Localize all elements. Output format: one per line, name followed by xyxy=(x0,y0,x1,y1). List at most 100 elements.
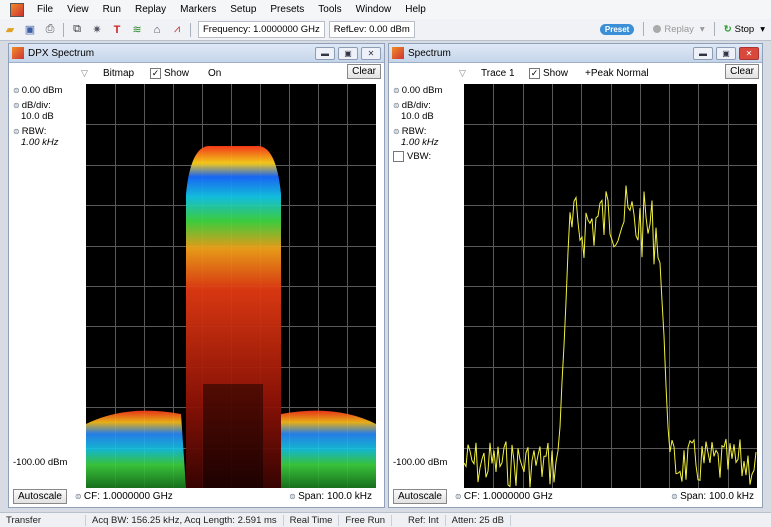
dpx-clear-button[interactable]: Clear xyxy=(347,64,381,79)
minimize-button[interactable]: ▬ xyxy=(315,46,335,60)
menu-tools[interactable]: Tools xyxy=(318,4,342,15)
markers-icon[interactable]: ⩘ xyxy=(173,23,181,35)
replay-button[interactable]: Replay xyxy=(653,24,694,35)
dpx-rbw[interactable]: ⊜ RBW: 1.00 kHz xyxy=(13,126,59,148)
minimize-button[interactable]: ▬ xyxy=(693,46,713,60)
dpx-cf-value: CF: 1.0000000 GHz xyxy=(83,490,173,502)
adjust-icon: ⊜ xyxy=(393,101,400,110)
adjust-icon: ⊜ xyxy=(289,491,299,501)
toolbar-separator xyxy=(63,22,64,37)
chevron-down-icon[interactable]: ▽ xyxy=(459,67,466,78)
spectrum-trace-plot[interactable] xyxy=(463,84,757,488)
dpx-bitmap-graphic xyxy=(86,84,376,488)
menu-bar: File View Run Replay Markers Setup Prese… xyxy=(0,0,771,19)
maximize-button[interactable]: ▣ xyxy=(338,46,358,60)
spectrum-clear-button[interactable]: Clear xyxy=(725,64,759,79)
close-button[interactable]: ✕ xyxy=(739,46,759,60)
menu-replay[interactable]: Replay xyxy=(134,4,167,15)
spectrum-ref-level[interactable]: ⊜ 0.00 dBm xyxy=(393,85,442,96)
dpx-ref-level[interactable]: ⊜ 0.00 dBm xyxy=(13,85,62,96)
stop-button[interactable]: ↻ Stop xyxy=(724,24,755,35)
spectrum-cf[interactable]: ⊜ CF: 1.0000000 GHz xyxy=(455,491,553,502)
spectrum-window: Spectrum ▬ ▣ ✕ ▽ Trace 1 ✓ Show +Peak No… xyxy=(388,43,763,508)
analysis-icon[interactable]: ⌂ xyxy=(153,23,161,36)
menu-run[interactable]: Run xyxy=(102,4,121,15)
menu-presets[interactable]: Presets xyxy=(270,4,305,15)
dpx-autoscale-button[interactable]: Autoscale xyxy=(13,488,67,504)
dpx-titlebar: DPX Spectrum ▬ ▣ ✕ xyxy=(9,44,384,63)
spectrum-span-value: Span: 100.0 kHz xyxy=(680,490,754,502)
dpx-dbdiv-value: 10.0 dB xyxy=(21,111,54,122)
spectrum-bottom-bar: Autoscale ⊜ CF: 1.0000000 GHz ⊜ Span: 10… xyxy=(389,487,762,505)
menu-view[interactable]: View xyxy=(67,4,89,15)
trigger-icon[interactable]: T xyxy=(113,23,121,36)
frequency-field[interactable]: Frequency: 1.0000000 GHz xyxy=(198,21,325,38)
status-realtime: Real Time xyxy=(284,514,340,526)
dpx-options-bar: ▽ Bitmap ✓ Show On Clear xyxy=(9,63,384,83)
menu-window[interactable]: Window xyxy=(355,4,392,15)
spectrum-trace-graphic xyxy=(463,84,757,488)
spectrum-options-bar: ▽ Trace 1 ✓ Show +Peak Normal Clear xyxy=(389,63,762,83)
checkbox-checked-icon: ✓ xyxy=(150,67,161,79)
adjust-icon: ⊜ xyxy=(74,491,84,501)
app-logo-icon xyxy=(10,2,24,17)
adjust-icon: ⊜ xyxy=(671,491,681,501)
menu-setup[interactable]: Setup xyxy=(230,4,257,15)
settings-gear-icon[interactable]: ✷ xyxy=(92,24,102,36)
spectrum-trace-option[interactable]: Trace 1 xyxy=(481,67,515,79)
status-transfer: Transfer xyxy=(0,514,86,526)
menu-markers[interactable]: Markers xyxy=(180,4,217,15)
close-button[interactable]: ✕ xyxy=(361,46,381,60)
spectrum-detector-value[interactable]: +Peak Normal xyxy=(585,67,649,79)
chevron-down-icon[interactable]: ▽ xyxy=(81,67,88,78)
dpx-span-value: Span: 100.0 kHz xyxy=(298,490,372,502)
maximize-button[interactable]: ▣ xyxy=(716,46,736,60)
save-icon[interactable]: ▣ xyxy=(24,24,36,36)
dpx-dbdiv-label: dB/div: xyxy=(21,100,51,111)
dpx-dbdiv[interactable]: ⊜ dB/div: 10.0 dB xyxy=(13,100,54,122)
vbw-checkbox[interactable] xyxy=(393,151,404,162)
dpx-show-toggle[interactable]: ✓ Show xyxy=(150,67,190,79)
preset-button[interactable]: Preset xyxy=(599,23,635,35)
spectrum-vbw-label: VBW: xyxy=(407,151,432,162)
dpx-bottom-bar: Autoscale ⊜ CF: 1.0000000 GHz ⊜ Span: 10… xyxy=(9,487,384,505)
spectrum-cf-value: CF: 1.0000000 GHz xyxy=(463,490,553,502)
spectrum-rbw-value: 1.00 kHz xyxy=(401,137,439,148)
dpx-show-label: Show xyxy=(164,67,190,79)
stop-dropdown-icon[interactable]: ▾ xyxy=(760,23,765,35)
dpx-display-option[interactable]: Bitmap xyxy=(103,67,135,79)
spectrum-dbdiv-label: dB/div: xyxy=(401,100,431,111)
display-icon[interactable]: ⧉ xyxy=(73,23,81,35)
adjust-icon: ⊜ xyxy=(393,127,400,136)
replay-dot-icon xyxy=(653,25,662,33)
dpx-ref-value: 0.00 dBm xyxy=(21,85,63,96)
menu-file[interactable]: File xyxy=(37,4,54,15)
adjust-icon: ⊜ xyxy=(454,491,464,501)
refresh-icon: ↻ xyxy=(723,23,732,35)
dpx-show-value[interactable]: On xyxy=(208,67,222,79)
status-acquisition: Acq BW: 156.25 kHz, Acq Length: 2.591 ms xyxy=(86,514,284,526)
print-icon[interactable]: ⎙ xyxy=(45,23,55,35)
toolbar-separator xyxy=(643,22,645,36)
reflev-field[interactable]: RefLev: 0.00 dBm xyxy=(328,21,415,38)
status-ref: Ref: Int xyxy=(402,514,446,526)
status-freerun[interactable]: Free Run xyxy=(339,514,393,526)
dpx-span[interactable]: ⊜ Span: 100.0 kHz xyxy=(289,491,372,502)
spectrum-autoscale-button[interactable]: Autoscale xyxy=(393,488,447,504)
menu-help[interactable]: Help xyxy=(405,4,426,15)
dpx-bitmap-plot[interactable] xyxy=(86,84,376,488)
acquire-icon[interactable]: ≋ xyxy=(132,24,142,36)
spectrum-dbdiv[interactable]: ⊜ dB/div: 10.0 dB xyxy=(393,100,434,122)
spectrum-span[interactable]: ⊜ Span: 100.0 kHz xyxy=(671,491,754,502)
folder-open-icon[interactable]: ▰ xyxy=(5,24,15,36)
spectrum-rbw[interactable]: ⊜ RBW: 1.00 kHz xyxy=(393,126,439,148)
spectrum-titlebar: Spectrum ▬ ▣ ✕ xyxy=(389,44,762,63)
replay-dropdown-icon[interactable]: ▾ xyxy=(699,23,705,35)
spectrum-window-icon xyxy=(392,47,404,59)
spectrum-show-toggle[interactable]: ✓ Show xyxy=(529,67,568,79)
spectrum-vbw[interactable]: VBW: xyxy=(393,151,431,162)
dpx-cf[interactable]: ⊜ CF: 1.0000000 GHz xyxy=(75,491,173,502)
stop-label: Stop xyxy=(734,23,755,35)
status-atten: Atten: 25 dB xyxy=(446,514,511,526)
dpx-window-icon xyxy=(12,47,24,59)
